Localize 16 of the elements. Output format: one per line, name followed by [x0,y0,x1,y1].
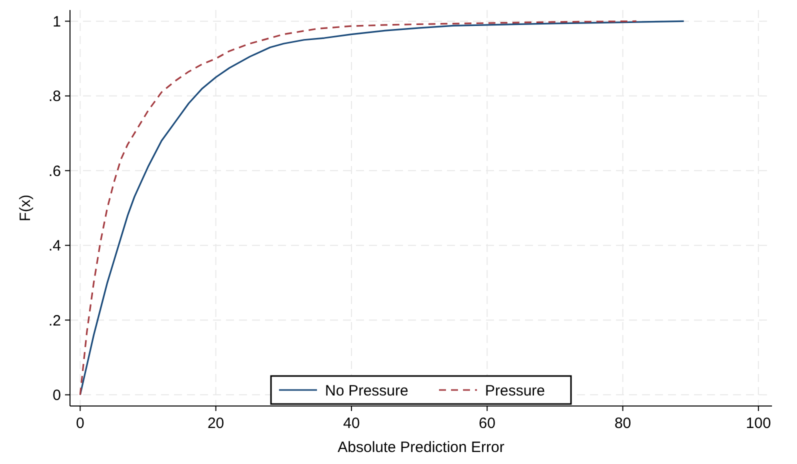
x-tick-label: 40 [343,415,360,432]
y-tick-label: 1 [52,13,61,30]
x-tick-label: 100 [746,415,771,432]
legend-label: No Pressure [325,382,408,400]
y-axis-title: F(x) [17,194,34,222]
y-tick-label: .8 [48,88,61,106]
y-tick-label: 0 [52,387,61,404]
legend-label: Pressure [485,382,546,400]
x-tick-label: 0 [76,415,84,432]
x-tick-label: 80 [614,415,632,432]
x-tick-label: 60 [478,415,496,432]
y-tick-label: .6 [48,162,61,180]
y-tick-label: .4 [48,238,61,255]
y-tick-label: .2 [48,312,61,330]
x-tick-label: 20 [207,415,224,432]
x-axis-title: Absolute Prediction Error [338,439,504,456]
